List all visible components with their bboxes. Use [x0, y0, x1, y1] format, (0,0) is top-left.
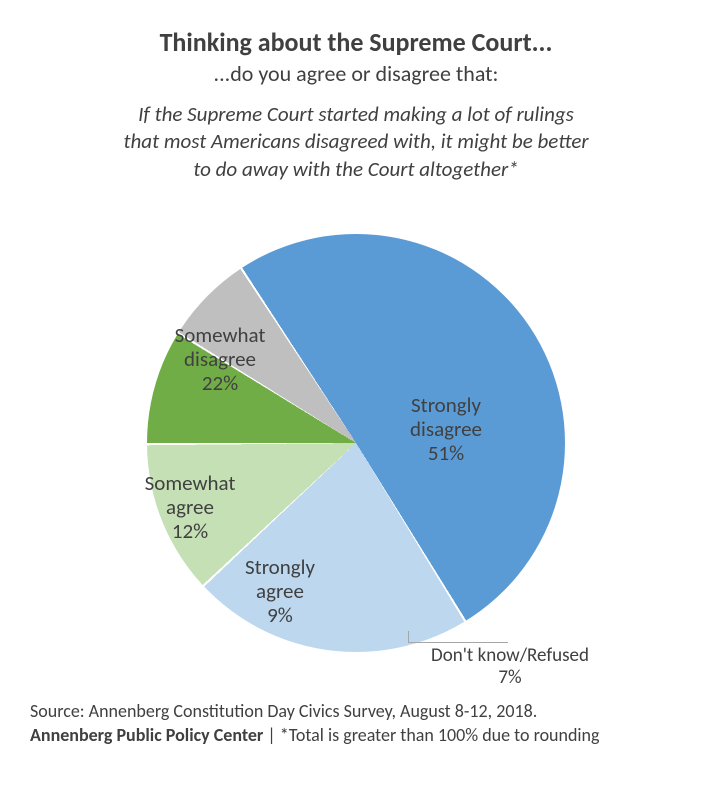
slice-label-strongly-agree: Stronglyagree 9%: [245, 555, 315, 627]
slice-label-dont-know: Don't know/Refused 7%: [431, 645, 589, 689]
slice-pct: 9%: [245, 603, 315, 627]
chart-title: Thinking about the Supreme Court...: [30, 26, 682, 58]
chart-subtitle: ...do you agree or disagree that:: [30, 60, 682, 87]
chart-card: Thinking about the Supreme Court... ...d…: [0, 0, 712, 788]
survey-question: If the Supreme Court started making a lo…: [30, 101, 682, 183]
slice-pct: 22%: [175, 371, 266, 395]
org-name: Annenberg Public Policy Center: [30, 724, 263, 746]
question-line: that most Americans disagreed with, it m…: [123, 128, 588, 154]
footnote: | *Total is greater than 100% due to rou…: [263, 724, 599, 746]
question-line: to do away with the Court altogether*: [193, 156, 518, 182]
slice-label-strongly-disagree: Stronglydisagree 51%: [410, 393, 482, 465]
slice-pct: 51%: [410, 441, 482, 465]
slice-label-somewhat-disagree: Somewhatdisagree 22%: [175, 323, 266, 395]
pie-chart: Stronglydisagree 51% Somewhatdisagree 22…: [30, 193, 682, 693]
chart-footer: Source: Annenberg Constitution Day Civic…: [30, 699, 682, 748]
source-line: Source: Annenberg Constitution Day Civic…: [30, 699, 682, 723]
slice-pct: 7%: [431, 667, 589, 689]
pie-disc: [147, 234, 565, 652]
question-line: If the Supreme Court started making a lo…: [138, 101, 574, 127]
org-line: Annenberg Public Policy Center | *Total …: [30, 723, 682, 747]
leader-line: [408, 642, 508, 643]
slice-pct: 12%: [145, 519, 236, 543]
leader-line: [408, 631, 409, 643]
slice-label-somewhat-agree: Somewhatagree 12%: [145, 471, 236, 543]
